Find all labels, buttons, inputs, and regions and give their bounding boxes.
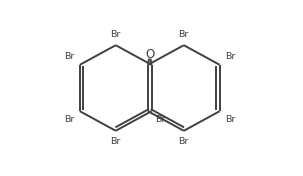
Text: Br: Br <box>225 52 235 61</box>
Text: Br: Br <box>64 52 74 61</box>
Text: Br: Br <box>178 137 189 146</box>
Text: Br: Br <box>111 137 121 146</box>
Text: Br: Br <box>225 115 235 124</box>
Text: Br: Br <box>178 30 189 39</box>
Text: O: O <box>145 48 155 61</box>
Text: Br: Br <box>111 30 121 39</box>
Text: Br: Br <box>155 115 165 124</box>
Text: Br: Br <box>64 115 74 124</box>
